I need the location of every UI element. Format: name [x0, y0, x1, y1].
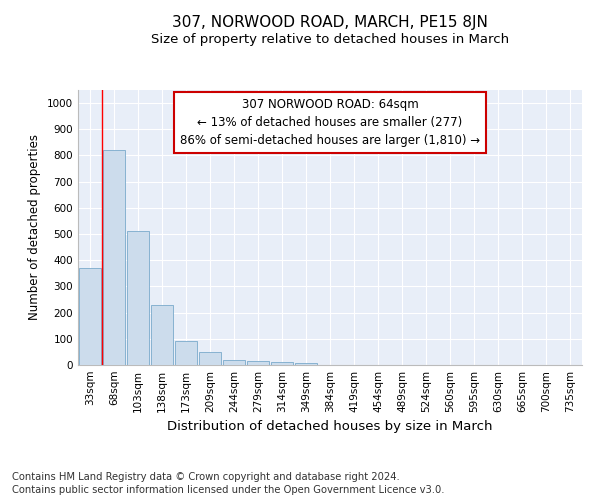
- Bar: [199, 352, 221, 365]
- Y-axis label: Number of detached properties: Number of detached properties: [28, 134, 41, 320]
- Bar: [247, 361, 269, 365]
- Text: 307, NORWOOD ROAD, MARCH, PE15 8JN: 307, NORWOOD ROAD, MARCH, PE15 8JN: [172, 15, 488, 30]
- Bar: [103, 150, 125, 365]
- Bar: [223, 360, 245, 365]
- Bar: [151, 305, 173, 365]
- Text: Contains HM Land Registry data © Crown copyright and database right 2024.: Contains HM Land Registry data © Crown c…: [12, 472, 400, 482]
- Text: Size of property relative to detached houses in March: Size of property relative to detached ho…: [151, 32, 509, 46]
- Bar: [175, 342, 197, 365]
- X-axis label: Distribution of detached houses by size in March: Distribution of detached houses by size …: [167, 420, 493, 434]
- Text: Contains public sector information licensed under the Open Government Licence v3: Contains public sector information licen…: [12, 485, 445, 495]
- Bar: [271, 362, 293, 365]
- Bar: [79, 268, 101, 365]
- Bar: [127, 232, 149, 365]
- Text: 307 NORWOOD ROAD: 64sqm
← 13% of detached houses are smaller (277)
86% of semi-d: 307 NORWOOD ROAD: 64sqm ← 13% of detache…: [180, 98, 480, 147]
- Bar: [295, 363, 317, 365]
